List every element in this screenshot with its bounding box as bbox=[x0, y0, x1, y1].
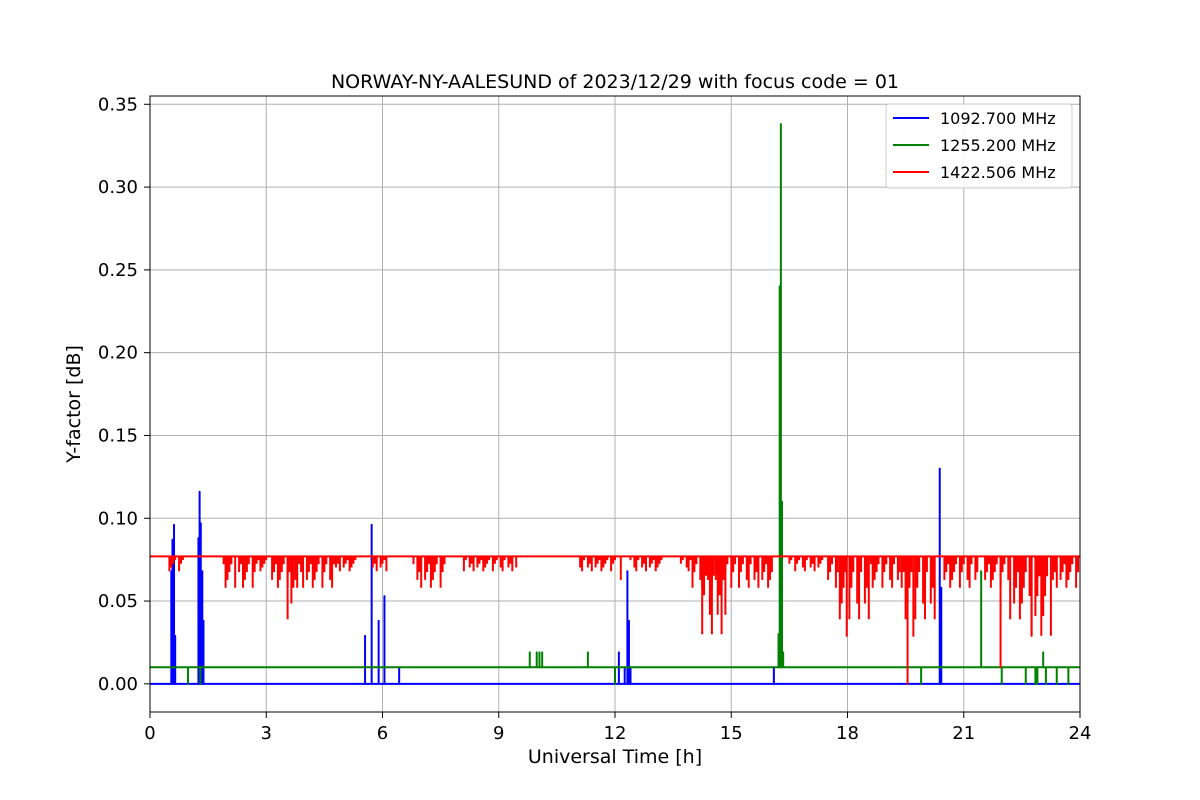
y-axis: 0.00 0.05 0.10 0.15 0.20 0.25 0.30 0.35 bbox=[98, 94, 150, 695]
series-dip-band bbox=[827, 556, 839, 588]
y-tick-label: 0.20 bbox=[98, 343, 138, 364]
x-tick-label: 3 bbox=[261, 723, 272, 744]
y-tick-label: 0.05 bbox=[98, 591, 138, 612]
series-dip-band bbox=[943, 556, 979, 588]
series-dip-band bbox=[412, 556, 446, 588]
x-tick-label: 0 bbox=[144, 723, 155, 744]
y-tick-label: 0.25 bbox=[98, 260, 138, 281]
series-dip-band bbox=[335, 556, 357, 572]
series-dip-band bbox=[222, 556, 237, 588]
series-dip-band bbox=[788, 556, 824, 572]
x-tick-label: 15 bbox=[720, 723, 743, 744]
legend-box bbox=[885, 103, 1073, 189]
series-dip-band bbox=[984, 556, 1010, 588]
x-axis: 0 3 6 9 12 15 18 21 24 bbox=[144, 712, 1091, 744]
y-tick-label: 0.30 bbox=[98, 177, 138, 198]
series-dip-band bbox=[900, 556, 936, 620]
grid-lines bbox=[149, 96, 1081, 712]
legend-item-1255-200-mhz: 1255.200 MHz bbox=[893, 136, 1056, 155]
x-tick-label: 9 bbox=[493, 723, 504, 744]
series-dip-band bbox=[701, 556, 727, 635]
legend: 1092.700 MHz 1255.200 MHz 1422.506 MHz bbox=[885, 103, 1073, 189]
x-tick-label: 21 bbox=[952, 723, 975, 744]
series-dip-band bbox=[271, 556, 301, 588]
series-layer bbox=[150, 123, 1080, 685]
y-tick-label: 0.00 bbox=[98, 674, 138, 695]
x-axis-label: Universal Time [h] bbox=[528, 746, 702, 768]
series-dip-band bbox=[1051, 556, 1080, 588]
series-dip-band bbox=[579, 556, 616, 572]
series-dip-band bbox=[1028, 556, 1052, 636]
series-dip-band bbox=[371, 556, 388, 572]
series-dip-band bbox=[679, 556, 692, 572]
series-dip-band bbox=[1009, 556, 1027, 620]
series-dip-band bbox=[462, 556, 518, 572]
x-tick-label: 18 bbox=[836, 723, 859, 744]
series-dip-band bbox=[629, 556, 663, 572]
series-dip-band bbox=[238, 556, 256, 588]
series-dip-band bbox=[300, 556, 336, 588]
legend-label: 1422.506 MHz bbox=[940, 163, 1056, 182]
series-1255-200-mhz bbox=[150, 123, 1080, 685]
chart-title: NORWAY-NY-AALESUND of 2023/12/29 with fo… bbox=[331, 71, 899, 93]
series-1422-506-mhz bbox=[150, 555, 1080, 685]
y-axis-label: Y-factor [dB] bbox=[63, 345, 85, 464]
legend-item-1092-700-mhz: 1092.700 MHz bbox=[893, 109, 1056, 128]
x-tick-label: 6 bbox=[377, 723, 388, 744]
x-tick-label: 24 bbox=[1069, 723, 1092, 744]
series-dip-band bbox=[286, 556, 295, 620]
legend-item-1422-506-mhz: 1422.506 MHz bbox=[893, 163, 1056, 182]
series-dip-band bbox=[619, 556, 622, 580]
x-tick-label: 12 bbox=[604, 723, 627, 744]
series-dip-band bbox=[168, 556, 184, 572]
y-tick-label: 0.35 bbox=[98, 94, 138, 115]
series-dip-band bbox=[734, 556, 773, 588]
y-tick-label: 0.10 bbox=[98, 508, 138, 529]
series-dip-band bbox=[838, 556, 870, 620]
series-dip-band bbox=[253, 556, 268, 572]
series-dip-band bbox=[869, 556, 901, 588]
legend-label: 1255.200 MHz bbox=[940, 136, 1056, 155]
y-tick-label: 0.15 bbox=[98, 425, 138, 446]
legend-label: 1092.700 MHz bbox=[940, 109, 1056, 128]
